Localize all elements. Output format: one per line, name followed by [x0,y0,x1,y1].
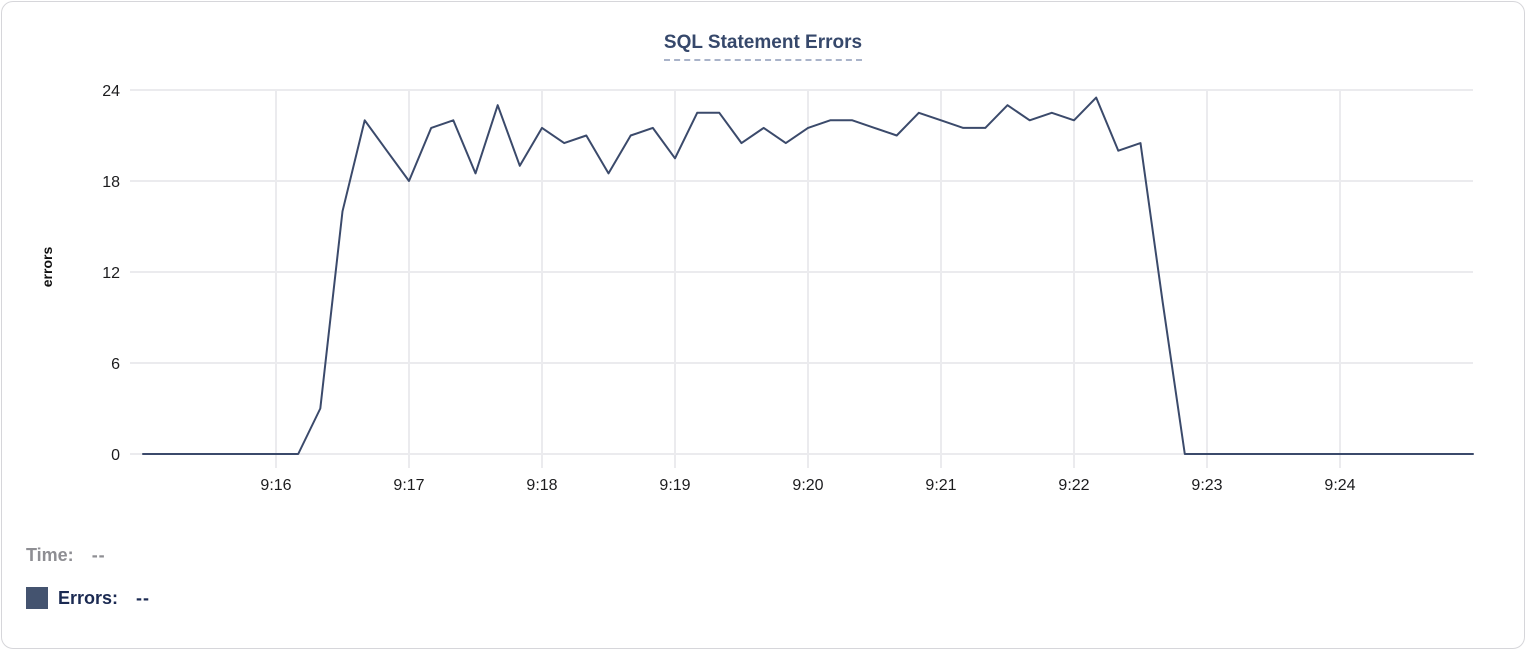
errors-legend-swatch [26,587,48,609]
x-tick-label: 9:21 [925,477,956,494]
y-tick-label: 12 [102,265,120,282]
errors-chart[interactable]: 0 6 12 18 24 9:16 9:17 9:18 9:19 9:20 9:21 9:22 9:23… [2,2,1526,512]
tooltip-errors-row: Errors: -- [26,585,150,611]
time-value: -- [91,544,106,565]
chart-title-link[interactable]: SQL Statement Errors [663,32,863,61]
errors-value: -- [136,587,151,608]
y-tick-label: 6 [111,356,120,373]
tooltip-time-row: Time: -- [26,542,150,568]
x-tick-label: 9:23 [1191,477,1222,494]
x-tick-label: 9:18 [526,477,557,494]
gridlines [130,89,1473,468]
x-tick-label: 9:16 [260,477,291,494]
x-tick-label: 9:20 [792,477,823,494]
y-tick-label: 24 [102,83,120,100]
errors-series-line [142,96,1474,455]
x-tick-label: 9:19 [659,477,690,494]
x-tick-label: 9:22 [1058,477,1089,494]
x-tick-label: 9:24 [1324,477,1355,494]
errors-label: Errors: [58,587,119,608]
axis-tick-labels: 0 6 12 18 24 9:16 9:17 9:18 9:19 9:20 9:21 9:22 9:23… [102,83,1355,494]
time-label: Time: [26,544,74,565]
chart-header: SQL Statement Errors [2,32,1524,61]
chart-tooltip-legend: Time: -- Errors: -- [26,542,150,628]
y-tick-label: 0 [111,447,120,464]
y-tick-label: 18 [102,174,120,191]
x-tick-label: 9:17 [393,477,424,494]
y-axis-label: errors [39,246,55,288]
